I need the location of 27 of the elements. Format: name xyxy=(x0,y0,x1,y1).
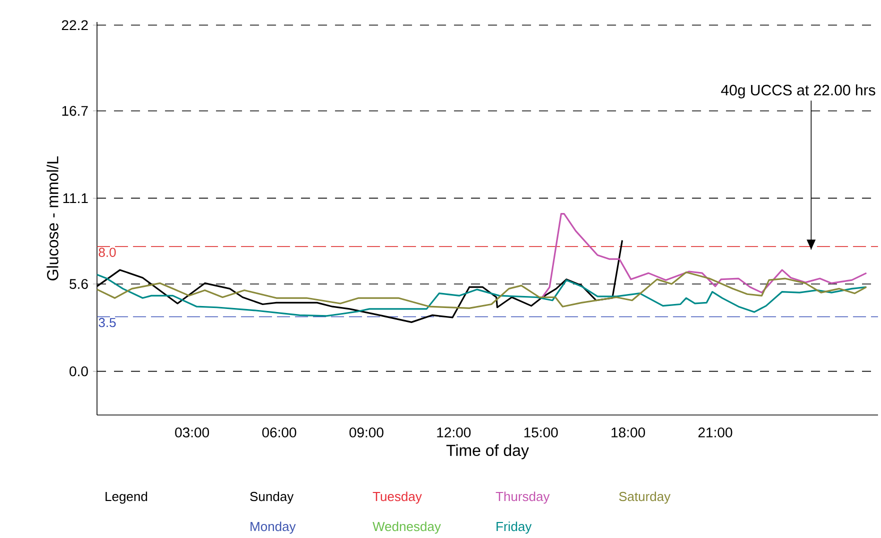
y-tick-label: 5.6 xyxy=(70,279,88,289)
x-tick-label: 18:00 xyxy=(612,428,646,438)
text: Saturday xyxy=(619,492,671,504)
annotation: 40g UCCS at 22.00 hrs xyxy=(721,84,876,98)
y-tick-label: 22.2 xyxy=(62,20,88,30)
text: Sunday xyxy=(250,492,294,504)
legend-label: Tuesday xyxy=(372,492,422,504)
legend-title: Legend xyxy=(106,492,148,504)
line-series xyxy=(96,271,868,309)
line-series xyxy=(541,213,868,298)
x-tick-label: 06:00 xyxy=(262,428,296,438)
x-tick-label: 12:00 xyxy=(437,428,471,438)
x-tick-label: 09:00 xyxy=(349,428,384,438)
x-tick-label: 21:00 xyxy=(698,428,732,438)
legend-label: Monday xyxy=(250,522,296,534)
legend-label: Wednesday xyxy=(372,522,441,534)
x-tick-label: 03:00 xyxy=(175,428,210,438)
y-axis-title: Glucose - mmol/L xyxy=(46,156,58,280)
y-tick-label: 11.1 xyxy=(63,193,88,204)
ref-line-label: 3.5 xyxy=(98,318,116,328)
ref-line-label: 8.0 xyxy=(98,248,116,257)
y-tick-label: 0.0 xyxy=(70,366,88,376)
x-axis-title: Time of day xyxy=(446,444,529,460)
x-tick-label: 15:00 xyxy=(524,428,558,438)
y-tick-label: 16.7 xyxy=(62,106,88,116)
text: Friday xyxy=(496,522,532,534)
text: Thursday xyxy=(496,492,550,504)
